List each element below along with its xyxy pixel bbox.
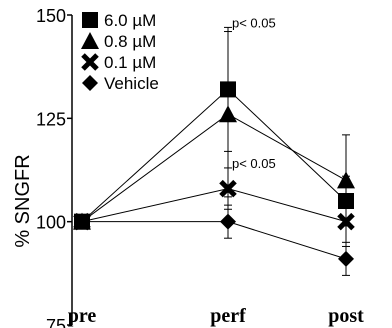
axes: 75 100 125 150 % SNGFR pre perf post: [12, 6, 364, 328]
y-tick-label-75: 75: [46, 316, 66, 328]
series-line-1: [81, 113, 347, 223]
legend: 6.0 µM 0.8 µM 0.1 µM Vehicle: [81, 11, 159, 93]
point-3-1: [220, 213, 236, 230]
point-2-2: [337, 212, 355, 231]
point-2-1: [219, 179, 237, 198]
legend-label-3: Vehicle: [104, 74, 159, 93]
legend-label-2: 0.1 µM: [104, 53, 156, 72]
x-tick-label-perf: perf: [210, 305, 246, 327]
y-axis-label: % SNGFR: [12, 154, 34, 247]
x-tick-label-post: post: [328, 305, 364, 327]
legend-marker-1: [81, 32, 99, 49]
point-0-2: [338, 193, 354, 209]
error-bars: [224, 26, 350, 276]
legend-label-1: 0.8 µM: [104, 32, 156, 51]
legend-marker-2: [81, 53, 99, 71]
point-0-1: [220, 81, 236, 98]
series-line-0: [81, 88, 347, 223]
y-tick-label-100: 100: [36, 213, 66, 233]
legend-marker-0: [82, 12, 98, 28]
annotation-0: p< 0.05: [232, 15, 276, 30]
annotation-1: p< 0.05: [232, 156, 276, 171]
series-line-2: [81, 188, 347, 223]
x-tick-label-pre: pre: [68, 305, 97, 327]
series-lines: [81, 88, 347, 260]
y-tick-label-125: 125: [36, 109, 66, 129]
point-1-1: [219, 105, 237, 123]
annotations: p< 0.05 p< 0.05: [232, 15, 276, 171]
legend-label-0: 6.0 µM: [104, 11, 156, 30]
legend-marker-3: [82, 75, 98, 91]
y-tick-label-150: 150: [36, 6, 66, 26]
point-3-0: [74, 213, 90, 230]
data-markers: [73, 81, 355, 267]
series-line-3: [82, 221, 347, 260]
point-3-2: [338, 250, 354, 267]
point-1-2: [337, 171, 355, 189]
